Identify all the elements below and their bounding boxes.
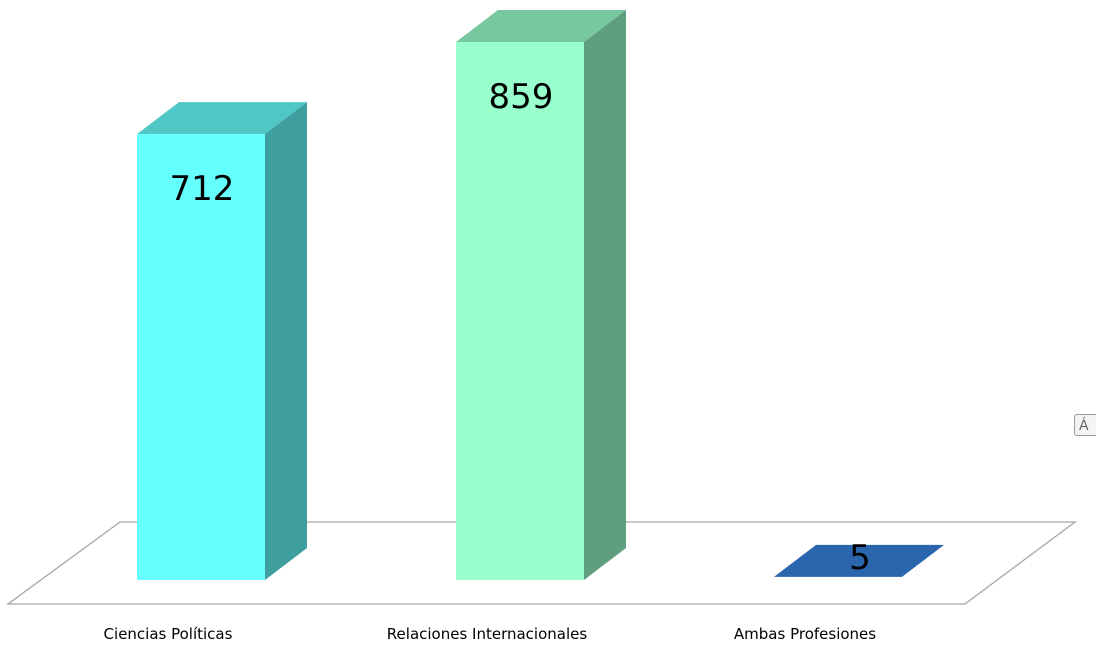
- bar-front-face: [137, 134, 265, 581]
- data-label: 859: [489, 77, 554, 117]
- bar: [774, 544, 944, 577]
- bar-top-face: [456, 10, 626, 42]
- corner-glyph-button[interactable]: Á: [1074, 414, 1096, 436]
- bar-top-face: [774, 544, 944, 577]
- bar-top-face: [137, 102, 307, 135]
- category-label: Ciencias Políticas: [104, 625, 233, 643]
- category-label: Ambas Profesiones: [734, 625, 876, 643]
- category-labels: Ciencias Políticas Relaciones Internacio…: [104, 625, 877, 643]
- bar-side-face: [584, 10, 626, 580]
- bar-front-face: [456, 42, 584, 580]
- bar-side-face: [265, 102, 307, 581]
- bars-group: 712 859 5: [137, 10, 944, 581]
- data-label: 712: [170, 169, 235, 209]
- bar: [456, 10, 626, 580]
- data-label: 5: [849, 538, 871, 578]
- bar: [137, 102, 307, 581]
- category-label: Relaciones Internacionales: [387, 625, 588, 643]
